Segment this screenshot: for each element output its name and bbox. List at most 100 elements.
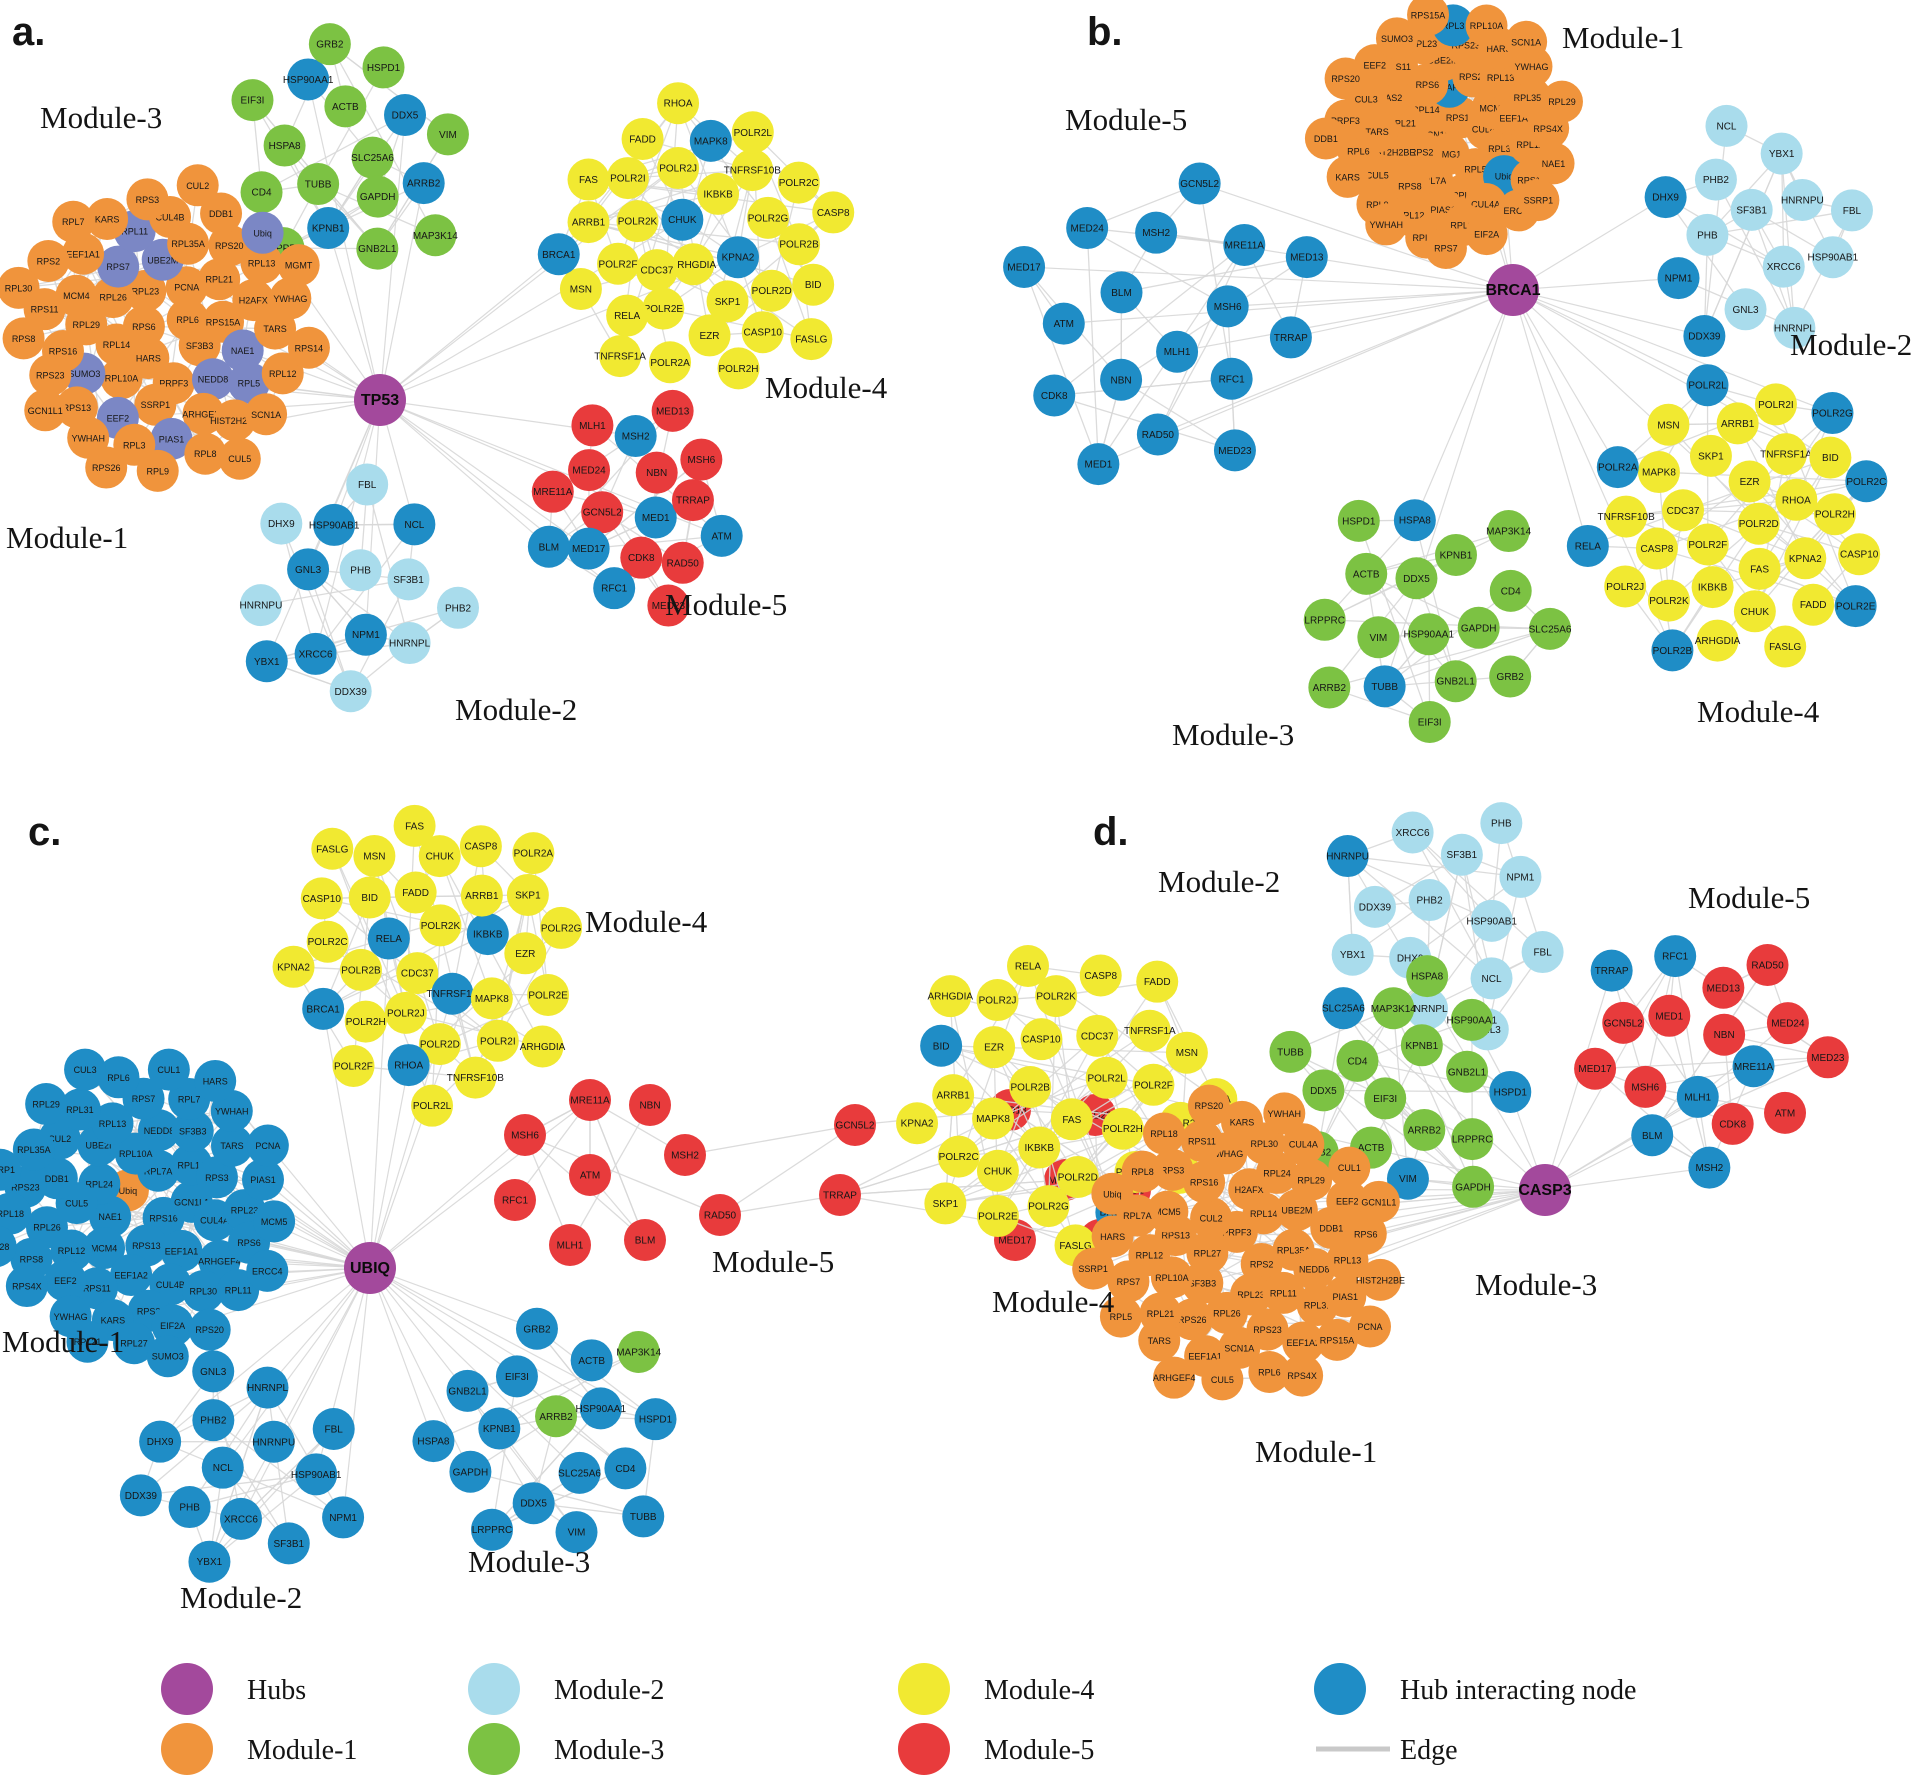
node-circle[interactable]	[1644, 176, 1687, 219]
node-circle[interactable]	[535, 1395, 578, 1438]
node-RPS8[interactable]: RPS8	[2, 317, 45, 360]
node-EIF3I[interactable]: EIF3I	[231, 79, 274, 122]
node-circle[interactable]	[245, 640, 288, 683]
node-circle[interactable]	[567, 158, 610, 201]
node-TUBB[interactable]: TUBB	[1269, 1030, 1312, 1073]
node-circle[interactable]	[1702, 966, 1745, 1009]
node-DHX9[interactable]: DHX9	[260, 502, 303, 545]
node-SSRP1[interactable]: SSRP1	[1517, 179, 1560, 222]
node-circle[interactable]	[136, 449, 179, 492]
node-POLR2F[interactable]: POLR2F	[1132, 1063, 1175, 1106]
node-CASP10[interactable]: CASP10	[300, 877, 343, 920]
node-ARHGEF4[interactable]: ARHGEF4	[1153, 1356, 1196, 1399]
node-circle[interactable]	[651, 389, 694, 432]
node-circle[interactable]	[1754, 383, 1797, 426]
node-circle[interactable]	[12, 1128, 55, 1171]
node-circle[interactable]	[1006, 945, 1049, 988]
node-HNRNPU[interactable]: HNRNPU	[252, 1420, 295, 1463]
node-circle[interactable]	[1303, 598, 1346, 641]
node-MED1[interactable]: MED1	[634, 496, 677, 539]
node-GCN5L2[interactable]: GCN5L2	[834, 1104, 876, 1146]
node-circle[interactable]	[1781, 178, 1824, 221]
node-circle[interactable]	[362, 46, 405, 89]
node-circle[interactable]	[1406, 987, 1449, 1030]
node-RHOA[interactable]: RHOA	[387, 1044, 430, 1087]
node-TNFRSF10B[interactable]: TNFRSF10B	[447, 1056, 505, 1099]
node-circle[interactable]	[1596, 446, 1639, 489]
node-circle[interactable]	[1686, 364, 1729, 407]
node-circle[interactable]	[25, 1083, 68, 1126]
node-POLR2F[interactable]: POLR2F	[597, 242, 640, 285]
node-circle[interactable]	[1434, 533, 1477, 576]
node-circle[interactable]	[716, 236, 759, 279]
node-circle[interactable]	[1180, 1120, 1223, 1163]
node-POLR2A[interactable]: POLR2A	[649, 341, 692, 384]
node-circle[interactable]	[1686, 213, 1729, 256]
node-circle[interactable]	[606, 157, 649, 200]
node-circle[interactable]	[1033, 374, 1076, 417]
hub-circle[interactable]	[1519, 1164, 1571, 1216]
node-circle[interactable]	[1451, 1118, 1494, 1161]
node-RFC1[interactable]: RFC1	[593, 567, 636, 610]
node-circle[interactable]	[1403, 1108, 1446, 1151]
node-circle[interactable]	[62, 232, 105, 275]
node-circle[interactable]	[353, 834, 396, 877]
node-ACTB[interactable]: ACTB	[570, 1339, 613, 1382]
node-RPS20[interactable]: RPS20	[1187, 1084, 1230, 1127]
node-PHB2[interactable]: PHB2	[1408, 879, 1451, 922]
node-circle[interactable]	[567, 201, 610, 244]
node-RHOA[interactable]: RHOA	[657, 82, 700, 125]
node-circle[interactable]	[1331, 933, 1374, 976]
node-FAS[interactable]: FAS	[1738, 547, 1781, 590]
node-TRRAP[interactable]: TRRAP	[671, 479, 714, 522]
node-POLR2F[interactable]: POLR2F	[332, 1044, 375, 1087]
node-circle[interactable]	[634, 496, 677, 539]
node-circle[interactable]	[89, 1195, 132, 1238]
node-circle[interactable]	[1590, 949, 1633, 992]
node-ATM[interactable]: ATM	[569, 1154, 611, 1196]
node-circle[interactable]	[201, 1446, 244, 1489]
node-circle[interactable]	[1107, 1260, 1150, 1303]
node-circle[interactable]	[581, 491, 624, 534]
node-circle[interactable]	[1705, 104, 1748, 147]
node-circle[interactable]	[227, 361, 270, 404]
node-circle[interactable]	[85, 446, 128, 489]
node-circle[interactable]	[1248, 1350, 1291, 1393]
node-DDB1[interactable]: DDB1	[1304, 117, 1347, 160]
node-ARHGDIA[interactable]: ARHGDIA	[1695, 619, 1741, 662]
node-circle[interactable]	[1762, 245, 1805, 288]
node-CD4[interactable]: CD4	[1336, 1039, 1379, 1082]
node-HSPA8[interactable]: HSPA8	[1406, 955, 1449, 998]
node-NPM1[interactable]: NPM1	[322, 1496, 365, 1539]
node-circle[interactable]	[302, 987, 345, 1030]
node-BID[interactable]: BID	[920, 1024, 963, 1067]
node-circle[interactable]	[634, 1398, 677, 1441]
node-SF3B1[interactable]: SF3B1	[1440, 833, 1483, 876]
node-MSN[interactable]: MSN	[1165, 1031, 1208, 1074]
node-circle[interactable]	[1220, 1100, 1263, 1143]
node-FBL[interactable]: FBL	[346, 463, 389, 506]
node-circle[interactable]	[1337, 499, 1380, 542]
node-ARRB2[interactable]: ARRB2	[1308, 666, 1351, 709]
node-KPNA2[interactable]: KPNA2	[896, 1102, 939, 1145]
node-circle[interactable]	[790, 318, 833, 361]
node-GNL3[interactable]: GNL3	[1724, 288, 1767, 331]
node-circle[interactable]	[351, 136, 394, 179]
node-circle[interactable]	[261, 352, 304, 395]
node-HARS[interactable]: HARS	[194, 1059, 237, 1102]
node-GCN5L2[interactable]: GCN5L2	[1178, 162, 1221, 205]
node-circle[interactable]	[834, 1104, 876, 1146]
node-IKBKB[interactable]: IKBKB	[1018, 1126, 1061, 1169]
node-circle[interactable]	[1830, 189, 1873, 232]
node-NBN[interactable]: NBN	[629, 1084, 671, 1126]
node-RFC1[interactable]: RFC1	[1210, 357, 1253, 400]
node-circle[interactable]	[929, 975, 972, 1018]
node-circle[interactable]	[431, 972, 474, 1015]
node-circle[interactable]	[1357, 616, 1400, 659]
node-circle[interactable]	[150, 417, 193, 460]
node-circle[interactable]	[1077, 443, 1120, 486]
node-POLR2H[interactable]: POLR2H	[717, 347, 760, 390]
node-circle[interactable]	[1372, 987, 1415, 1030]
node-MSH6[interactable]: MSH6	[1206, 285, 1249, 328]
node-POLR2J[interactable]: POLR2J	[384, 991, 427, 1034]
